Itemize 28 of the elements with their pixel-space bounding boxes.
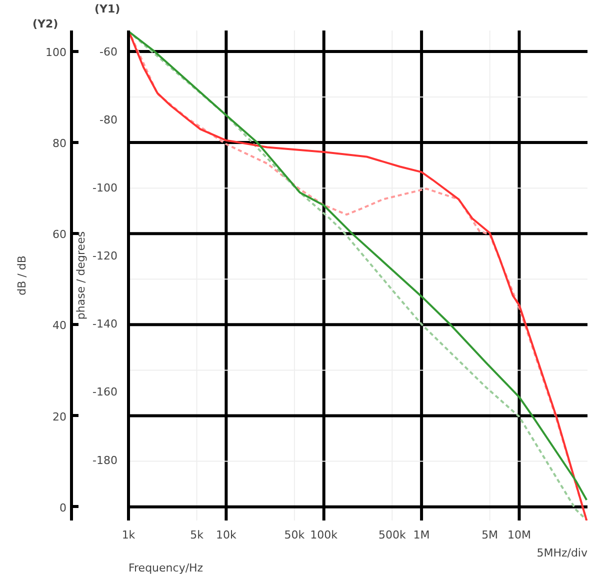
text: (Y1)	[94, 2, 120, 16]
y-tick-label: -140	[92, 318, 118, 331]
y2-tick-label: 40	[52, 319, 67, 332]
x-tick-label: 50k	[284, 528, 306, 542]
y-tick-label: -160	[92, 386, 118, 399]
y-axis-title: phase / degrees	[74, 231, 88, 320]
x-tick-label: 1M	[413, 528, 430, 542]
y-tick-label: -80	[100, 113, 118, 126]
y2-tick-label: 100	[46, 46, 67, 59]
x-tick-label: 5k	[190, 528, 204, 542]
x-tick-label: 1k	[122, 528, 136, 542]
y-tick-label: -180	[92, 454, 118, 467]
text: 5MHz/div	[536, 546, 588, 560]
x-axis-title: Frequency/Hz	[128, 562, 204, 574]
y2-tick-label: 60	[52, 228, 67, 242]
y-tick-label: -100	[92, 182, 118, 195]
x-tick-label: 10M	[507, 528, 531, 542]
x-tick-label: 500k	[378, 528, 406, 542]
text: (Y2)	[32, 18, 58, 30]
y-tick-label: -60	[100, 45, 118, 58]
y2-tick-label: 0	[60, 501, 66, 514]
y2-axis-title: dB / dB	[16, 256, 29, 296]
y2-tick-label: 80	[52, 137, 67, 150]
x-tick-label: 100k	[310, 528, 338, 542]
x-tick-label: 5M	[482, 528, 498, 542]
y2-tick-label: 20	[52, 410, 67, 424]
y-tick-label: -120	[92, 250, 118, 263]
x-tick-label: 10k	[216, 528, 237, 542]
